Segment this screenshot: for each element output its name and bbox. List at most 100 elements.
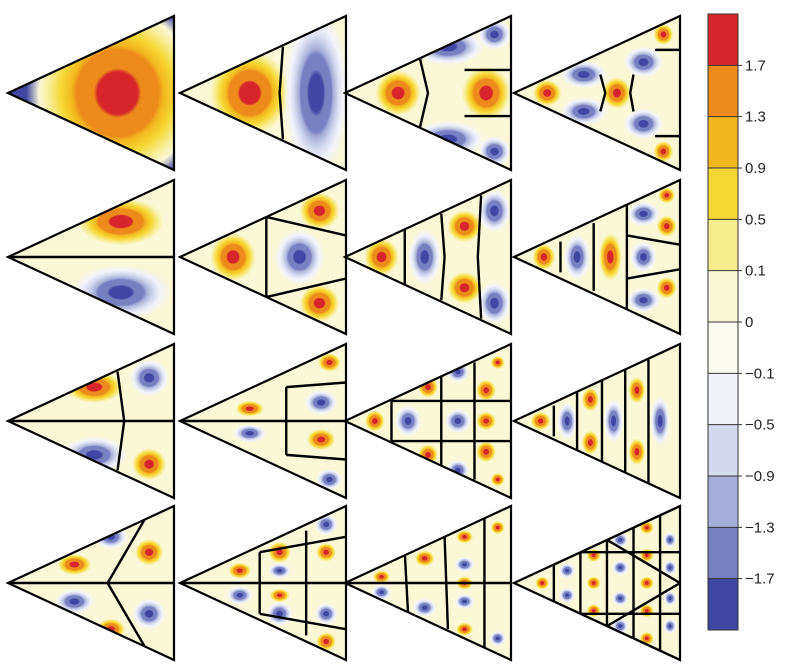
- positive-lobe: [129, 445, 170, 483]
- colorbar-tick-label: 0.1: [745, 263, 766, 280]
- positive-lobe: [638, 575, 656, 591]
- positive-lobe: [530, 77, 564, 109]
- positive-lobe: [474, 439, 498, 465]
- positive-lobe: [267, 587, 292, 604]
- triangle-boundary: [342, 178, 513, 336]
- triangle-boundary: [511, 504, 682, 662]
- positive-lobe: [580, 385, 601, 414]
- positive-lobe: [94, 616, 128, 642]
- negative-lobe: [477, 189, 511, 233]
- negative-lobe: [444, 408, 472, 434]
- positive-lobe: [444, 269, 485, 307]
- negative-lobe: [558, 562, 576, 579]
- negative-lobe: [663, 559, 677, 576]
- negative-lobe: [560, 60, 607, 89]
- positive-lobe: [233, 399, 267, 418]
- nodal-line: [443, 536, 450, 630]
- mode-panel-2: [177, 14, 348, 172]
- positive-lobe: [626, 374, 647, 406]
- nodal-line: [106, 508, 152, 584]
- positive-lobe: [371, 569, 392, 585]
- colorbar-tick-label: 0.9: [745, 160, 766, 177]
- nodal-line: [106, 582, 152, 658]
- positive-lobe: [314, 541, 338, 563]
- positive-lobe: [304, 427, 338, 452]
- nodal-line: [606, 538, 680, 585]
- negative-lobe: [314, 603, 338, 625]
- colorbar-segment: [708, 322, 738, 374]
- nodal-line: [286, 453, 346, 461]
- positive-lobe: [54, 552, 95, 577]
- colorbar-tick-label: 0: [745, 314, 753, 331]
- triangle-boundary: [5, 14, 176, 172]
- positive-lobe: [580, 428, 601, 457]
- positive-lobe: [474, 410, 498, 432]
- triangle-boundary: [342, 14, 513, 172]
- nodal-line: [266, 277, 346, 299]
- mode-panel-3: [342, 14, 513, 172]
- colorbar: 1.7 1.3 0.9 0.5 0.1 0 −0.1 −0.5 −0.9 −1.3 −1.7: [707, 13, 775, 631]
- positive-lobe: [314, 630, 338, 653]
- negative-lobe: [267, 562, 292, 579]
- positive-lobe: [600, 74, 634, 112]
- positive-lobe: [651, 139, 676, 164]
- negative-lobe: [413, 598, 437, 617]
- positive-lobe: [489, 354, 507, 371]
- negative-lobe: [314, 513, 338, 536]
- colorbar-segment: [708, 168, 738, 220]
- mode-panel-13: [5, 504, 176, 662]
- negative-lobe: [454, 556, 475, 573]
- colorbar-segment: [708, 527, 738, 580]
- colorbar-tick-label: 1.7: [745, 57, 766, 74]
- negative-lobe: [394, 405, 422, 437]
- negative-lobe: [94, 524, 128, 550]
- positive-lobe: [296, 281, 343, 325]
- mode-panel-5: [5, 178, 176, 336]
- positive-lobe: [528, 410, 553, 432]
- nodal-line: [628, 74, 635, 112]
- positive-lobe: [371, 66, 425, 120]
- colorbar-tick-label: −1.7: [745, 571, 775, 588]
- negative-lobe: [630, 241, 657, 273]
- nodal-line: [626, 268, 680, 280]
- colorbar-segment: [708, 373, 738, 426]
- triangle-boundary: [5, 178, 176, 336]
- colorbar-tick-label: 1.3: [745, 109, 766, 126]
- positive-lobe: [363, 408, 387, 434]
- triangle-boundary: [5, 504, 176, 662]
- mode-panel-4: [511, 14, 682, 172]
- positive-lobe: [530, 241, 558, 273]
- negative-lobe: [558, 587, 576, 604]
- negative-lobe: [226, 586, 254, 605]
- mode-panel-12: [511, 342, 682, 500]
- negative-lobe: [489, 630, 507, 647]
- negative-lobe: [663, 618, 677, 634]
- negative-lobe: [563, 233, 591, 281]
- mode-panel-11: [342, 342, 513, 500]
- negative-lobe: [132, 598, 166, 630]
- negative-lobe: [557, 402, 578, 440]
- nodal-line: [286, 381, 346, 389]
- negative-lobe: [626, 287, 661, 313]
- colorbar-segment: [708, 219, 738, 272]
- negative-lobe: [623, 46, 664, 78]
- nodal-line: [403, 552, 410, 614]
- positive-lobe: [489, 519, 507, 536]
- positive-lobe: [651, 22, 676, 47]
- colorbar-segment: [708, 578, 738, 631]
- negative-lobe: [560, 97, 607, 126]
- nodal-line: [606, 581, 680, 628]
- nodal-line: [418, 57, 430, 129]
- positive-lobe: [361, 235, 402, 279]
- positive-lobe: [655, 275, 679, 301]
- positive-lobe: [597, 229, 624, 285]
- positive-lobe: [656, 186, 677, 205]
- negative-lobe: [233, 424, 267, 443]
- triangle-boundary: [5, 342, 176, 500]
- mode-panel-14: [177, 504, 348, 662]
- negative-lobe: [603, 399, 624, 443]
- positive-lobe: [132, 536, 166, 568]
- positive-lobe: [444, 207, 485, 245]
- nodal-line: [626, 234, 680, 246]
